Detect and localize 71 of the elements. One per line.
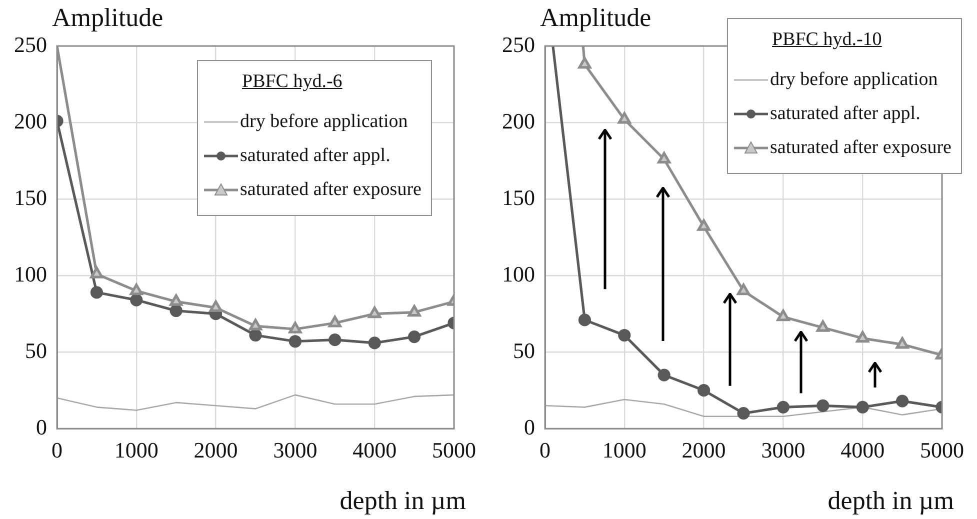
point bbox=[697, 219, 710, 231]
point bbox=[658, 152, 671, 164]
point bbox=[737, 406, 750, 420]
point bbox=[288, 322, 302, 334]
point bbox=[130, 284, 143, 296]
legend-label: saturated after appl. bbox=[240, 145, 390, 167]
point bbox=[328, 334, 342, 346]
legend-label: saturated after exposure bbox=[240, 179, 422, 201]
x-tick-label: 0 bbox=[540, 438, 550, 463]
y-tick-label: 250 bbox=[14, 32, 47, 57]
point bbox=[209, 300, 222, 312]
point bbox=[368, 336, 381, 350]
legend-label: dry before application bbox=[770, 69, 938, 91]
x-tick-label: 4000 bbox=[840, 438, 885, 463]
point bbox=[816, 399, 830, 412]
point bbox=[856, 400, 869, 414]
point bbox=[90, 286, 103, 299]
point bbox=[776, 400, 790, 414]
point bbox=[170, 294, 183, 306]
point bbox=[90, 266, 104, 278]
y-tick-label: 50 bbox=[25, 338, 47, 363]
point bbox=[737, 284, 750, 296]
point bbox=[618, 112, 631, 124]
legend-title: PBFC hyd.-10 bbox=[772, 29, 883, 51]
point bbox=[408, 330, 421, 344]
x-tick-label: 3000 bbox=[273, 438, 318, 463]
x-tick-label: 5000 bbox=[432, 438, 476, 463]
y-tick-label: 100 bbox=[502, 261, 535, 286]
x-axis-title: depth in µm bbox=[828, 486, 954, 515]
y-tick-label: 0 bbox=[36, 414, 47, 440]
x-axis-title: depth in µm bbox=[340, 486, 466, 515]
point bbox=[249, 318, 262, 330]
legend-title: PBFC hyd.-6 bbox=[242, 71, 344, 93]
y-tick-label: 250 bbox=[502, 32, 535, 57]
legend-label: dry before application bbox=[240, 111, 408, 133]
y-tick-label: 150 bbox=[502, 184, 535, 210]
x-tick-label: 3000 bbox=[761, 438, 806, 463]
point bbox=[896, 337, 909, 349]
x-tick-label: 4000 bbox=[352, 438, 397, 463]
point bbox=[618, 328, 631, 342]
y-axis-title: Amplitude bbox=[540, 2, 652, 32]
x-tick-label: 1000 bbox=[602, 438, 646, 463]
point bbox=[578, 314, 591, 326]
x-tick-label: 2000 bbox=[194, 438, 238, 463]
y-tick-label: 150 bbox=[14, 184, 47, 210]
point bbox=[408, 304, 421, 317]
legend-label: saturated after exposure bbox=[770, 137, 952, 159]
x-tick-label: 0 bbox=[52, 438, 62, 463]
x-tick-label: 2000 bbox=[682, 438, 726, 463]
y-tick-label: 200 bbox=[502, 108, 535, 134]
y-tick-label: 200 bbox=[14, 108, 47, 134]
point bbox=[816, 320, 830, 332]
point bbox=[130, 294, 143, 306]
y-tick-label: 50 bbox=[513, 338, 535, 363]
point bbox=[896, 394, 909, 408]
y-axis-title: Amplitude bbox=[52, 2, 164, 32]
point bbox=[578, 57, 592, 69]
x-tick-label: 5000 bbox=[920, 438, 964, 463]
point bbox=[249, 328, 262, 342]
point bbox=[288, 335, 302, 348]
point bbox=[328, 316, 342, 328]
point bbox=[856, 331, 870, 343]
legend-label: saturated after appl. bbox=[770, 103, 920, 125]
point bbox=[170, 304, 182, 318]
y-tick-label: 100 bbox=[14, 261, 47, 286]
y-tick-label: 0 bbox=[524, 414, 535, 440]
point bbox=[658, 368, 670, 382]
x-tick-label: 1000 bbox=[114, 438, 158, 463]
point bbox=[698, 384, 710, 397]
point bbox=[368, 306, 382, 318]
point bbox=[776, 310, 790, 322]
